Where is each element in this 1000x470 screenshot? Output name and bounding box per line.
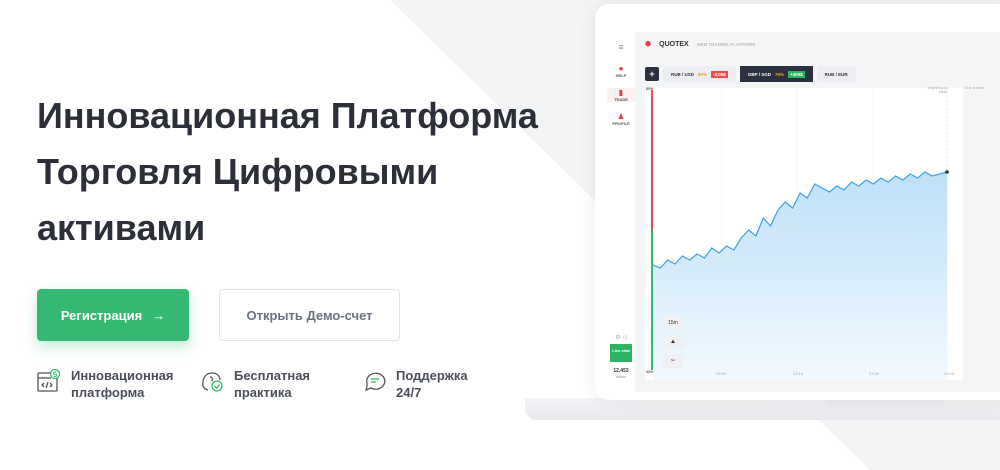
call-bar	[651, 230, 653, 370]
timeframe-button[interactable]: 15m	[663, 316, 683, 330]
feature-support-line1: Поддержка	[396, 368, 468, 383]
sidebar-profile-label: PROFILE	[612, 121, 630, 126]
register-button[interactable]: Регистрация →	[37, 289, 189, 341]
price-line	[652, 171, 948, 269]
put-bar	[651, 90, 653, 230]
brand-subtitle: WEB TRADING PLATFORM	[696, 41, 755, 47]
feature-platform-line2: платформа	[71, 385, 145, 400]
time-label: 23:00	[716, 371, 727, 376]
sidebar-trade[interactable]: ▮ TRADE	[607, 88, 635, 102]
tab-gbp-sgd[interactable]: GBP / SGD 75% +400$	[739, 66, 813, 82]
brand-name: QUOTEX	[659, 40, 689, 48]
price-chart-svg	[651, 88, 949, 380]
help-icon: ●	[618, 64, 624, 73]
live-chat-button[interactable]: Live chat	[610, 344, 632, 362]
feature-practice-line1: Бесплатная	[234, 368, 311, 383]
demo-label: Открыть Демо-счет	[246, 307, 373, 323]
pct-top: 60%	[646, 87, 654, 91]
feature-practice: Бесплатная практика	[200, 367, 310, 401]
arrow-right-icon: →	[152, 307, 166, 323]
page-title: Инновационная Платформа Торговля Цифровым…	[37, 95, 538, 248]
feature-support: Поддержка 24/7	[362, 367, 468, 401]
brain-check-icon	[202, 372, 223, 392]
feature-support-line2: 24/7	[396, 385, 422, 400]
settings-icon[interactable]: ⚙ ◁	[615, 335, 627, 341]
tab-rub-eur[interactable]: RUB / EUR	[816, 66, 856, 82]
end-trade-marker: End of trade	[965, 86, 985, 90]
code-dollar-icon	[37, 369, 61, 392]
sidebar-trade-label: TRADE	[614, 97, 628, 102]
time-label: 23:45	[944, 371, 955, 376]
app-sidebar: ≡ ● HELP ▮ TRADE ♟ PROFILE ⚙ ◁ Live chat 12…	[607, 32, 635, 392]
chart-type-icon[interactable]: ⛰	[663, 335, 683, 349]
draw-tools-icon[interactable]: ✂	[663, 354, 683, 368]
sidebar-help-label: HELP	[615, 73, 627, 78]
demo-account-button[interactable]: Открыть Демо-счет	[219, 289, 400, 341]
user-icon: ♟	[617, 112, 625, 121]
asset-tabs: + RUB / USD 80% -3,05$ GBP / SGD 75% +400$ R…	[645, 64, 856, 84]
app-header: ⬢ QUOTEX WEB TRADING PLATFORM	[645, 40, 755, 49]
add-asset-button[interactable]: +	[645, 67, 659, 81]
register-label: Регистрация	[60, 307, 143, 323]
laptop-notch	[825, 398, 945, 408]
price-chart	[645, 88, 963, 380]
chat-bubbles-icon	[365, 372, 386, 392]
chart-icon: ▮	[618, 88, 624, 97]
area-fill	[653, 172, 947, 380]
sidebar-help[interactable]: ● HELP	[607, 64, 635, 78]
begin-trade-marker: Beginning of trade	[927, 86, 947, 94]
feature-platform: Инновационная платформа	[37, 367, 173, 401]
live-chat-label: Live chat	[612, 348, 630, 353]
time-label: 23:15	[793, 371, 804, 376]
quotex-logo-icon: ⬢	[645, 41, 652, 48]
menu-icon[interactable]: ≡	[618, 42, 624, 52]
time-label: 23:30	[869, 371, 880, 376]
feature-practice-line2: практика	[234, 385, 292, 400]
online-count: 12,453 online	[613, 368, 629, 379]
current-price-dot	[945, 170, 949, 174]
tab-rub-usd[interactable]: RUB / USD 80% -3,05$	[663, 66, 736, 82]
pct-bottom: 40%	[646, 370, 654, 374]
sidebar-profile[interactable]: ♟ PROFILE	[607, 112, 635, 126]
feature-platform-line1: Инновационная	[71, 368, 174, 383]
